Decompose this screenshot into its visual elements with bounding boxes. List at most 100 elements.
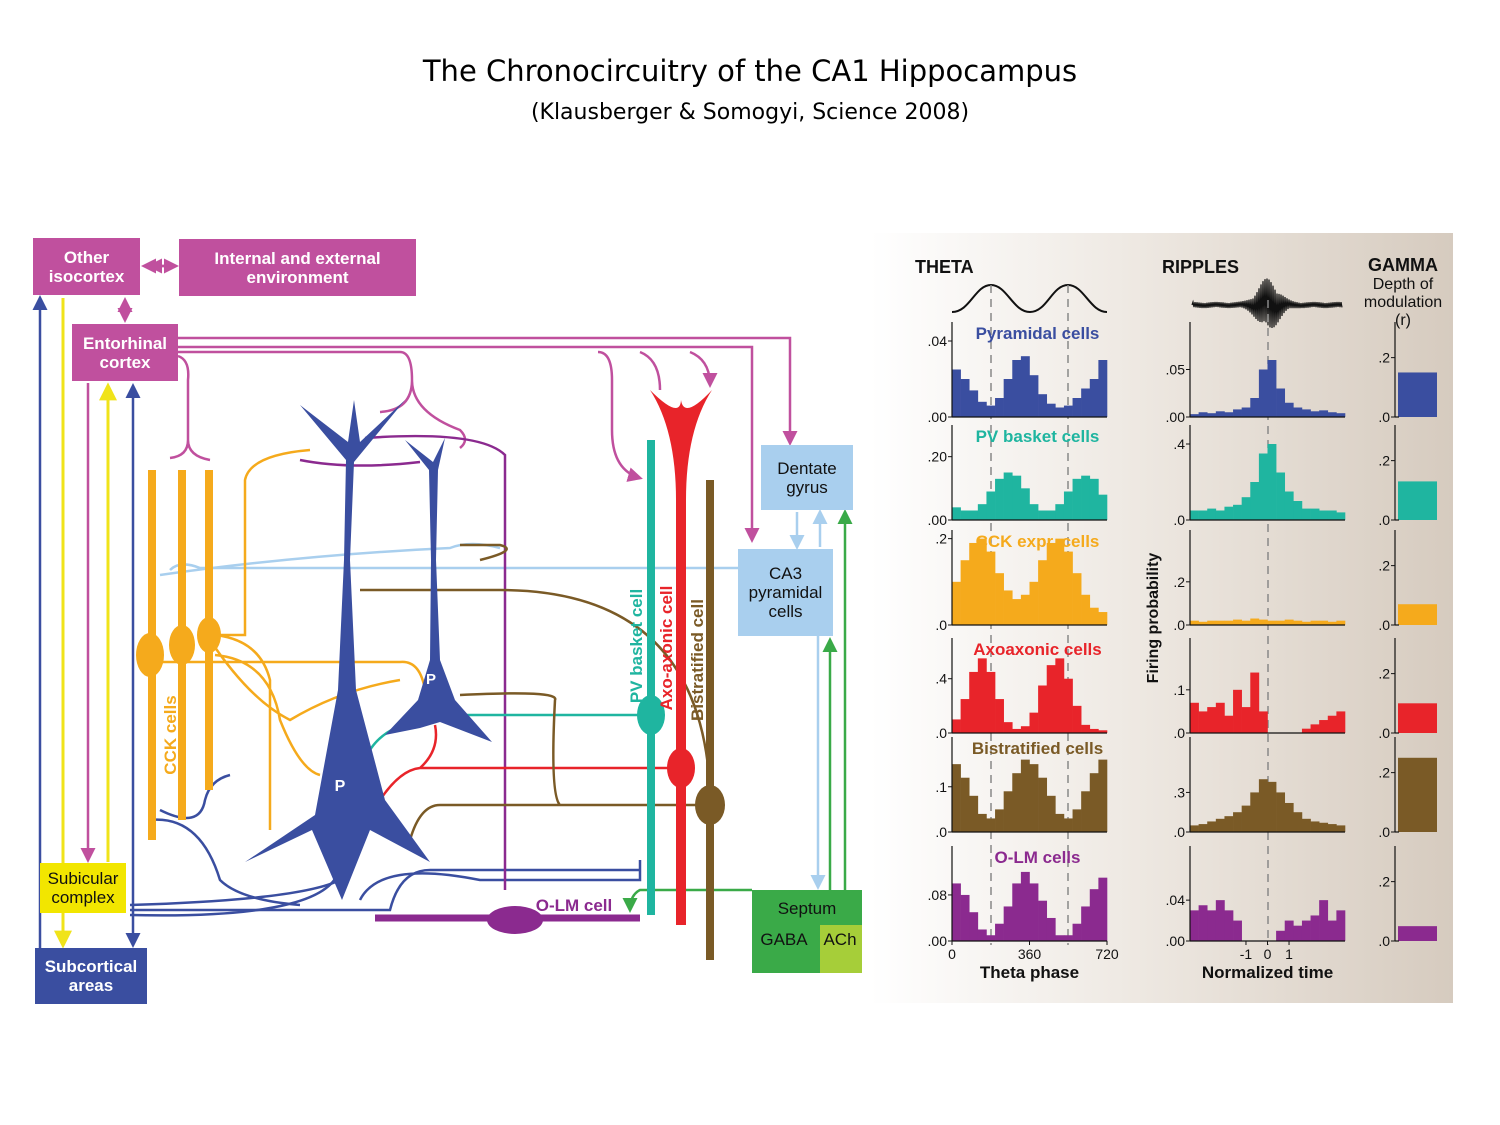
- bistratified-soma: [695, 785, 725, 825]
- septal-axon: [622, 888, 752, 913]
- cell-label: PV basket cell: [627, 589, 646, 703]
- histogram-bar: [1046, 795, 1056, 832]
- y-tick-label: .0: [1173, 725, 1185, 741]
- histogram-bar: [1207, 910, 1217, 941]
- histogram-bar: [1038, 777, 1048, 832]
- histogram-bar: [1055, 658, 1065, 733]
- histogram-bar: [1020, 759, 1030, 832]
- histogram-bar: [1072, 809, 1082, 832]
- y-tick-label: .0: [1173, 824, 1185, 840]
- histogram-bar: [1038, 900, 1048, 941]
- box: CA3 pyramidal cells: [738, 549, 833, 636]
- histogram-bar: [969, 542, 979, 625]
- histogram-bar: [1055, 538, 1065, 625]
- histogram-bar: [1215, 411, 1225, 417]
- column-subheader: Depth of modulation (r): [1363, 276, 1443, 329]
- panel-title: Bistratified cells: [972, 739, 1103, 758]
- histogram-bar: [1258, 453, 1268, 520]
- histogram-bar: [1267, 360, 1277, 417]
- bar: [1398, 372, 1437, 417]
- theta-wave: [951, 283, 1108, 314]
- histogram-bar: [960, 699, 970, 733]
- y-tick-label: .20: [928, 449, 948, 465]
- histogram-bar: [1327, 920, 1337, 941]
- histogram-bar: [1198, 824, 1208, 832]
- panel-title: PV basket cells: [976, 427, 1100, 446]
- cell-label: O-LM cell: [536, 896, 613, 915]
- histogram-bar: [1310, 821, 1320, 832]
- histogram-bar: [1224, 816, 1234, 832]
- histogram-bar: [1038, 510, 1048, 520]
- histogram-bar: [952, 581, 961, 625]
- histogram-bar: [1310, 508, 1320, 520]
- slide-title: The Chronocircuitry of the CA1 Hippocamp…: [422, 54, 1078, 88]
- cell-label: P: [335, 778, 346, 795]
- box: Subcortical areas: [35, 948, 147, 1004]
- histogram-bar: [960, 379, 970, 417]
- histogram-bar: [1207, 821, 1217, 832]
- histogram-bar: [1301, 818, 1311, 832]
- histogram-bar: [977, 538, 987, 625]
- histogram-bar: [995, 809, 1004, 832]
- histogram-bar: [1276, 930, 1286, 941]
- histogram-bar: [1003, 590, 1013, 625]
- histogram-bar: [986, 818, 996, 832]
- histogram-bar: [1241, 620, 1251, 625]
- histogram-bar: [1072, 923, 1082, 941]
- histogram-bar: [1336, 910, 1346, 941]
- histogram-bar: [1267, 444, 1277, 520]
- histogram-bar: [1319, 900, 1329, 941]
- histogram-bar: [1224, 620, 1234, 625]
- histogram-bar: [1293, 812, 1303, 832]
- y-tick-label: .0: [1378, 512, 1390, 528]
- cck-soma: [169, 625, 195, 665]
- histogram-bar: [1327, 824, 1337, 832]
- y-tick-label: .0: [935, 617, 947, 633]
- histogram-bar: [1089, 889, 1099, 941]
- box: Internal and external environment: [179, 239, 416, 296]
- histogram-bar: [1258, 711, 1268, 733]
- histogram-bar: [1063, 551, 1073, 625]
- ec-path: [597, 350, 643, 482]
- histogram-bar: [986, 491, 996, 520]
- y-tick-label: .2: [1378, 666, 1390, 682]
- x-tick-label: 0: [1264, 946, 1272, 962]
- histogram-bar: [1190, 702, 1199, 733]
- histogram-bar: [1319, 620, 1329, 625]
- histogram-bar: [1029, 712, 1039, 733]
- histogram-bar: [1293, 925, 1303, 941]
- y-tick-label: .2: [1378, 350, 1390, 366]
- histogram-bar: [1012, 728, 1022, 733]
- histogram-bar: [1029, 581, 1039, 625]
- histogram-bar: [1327, 715, 1337, 733]
- histogram-bar: [1098, 494, 1108, 520]
- histogram-bar: [977, 658, 987, 733]
- histogram-bar: [1293, 501, 1303, 520]
- histogram-bar: [1063, 678, 1073, 733]
- histogram-bar: [1038, 560, 1048, 625]
- histogram-bar: [1233, 619, 1242, 625]
- histogram-bar: [1284, 402, 1294, 417]
- histogram-bar: [1020, 871, 1030, 941]
- histogram-bar: [1276, 792, 1286, 832]
- histogram-bar: [1284, 920, 1294, 941]
- y-tick-label: .2: [1378, 453, 1390, 469]
- histogram-bar: [1190, 620, 1199, 625]
- histogram-bar: [1233, 689, 1242, 733]
- histogram-bar: [1081, 906, 1091, 941]
- histogram-bar: [1198, 711, 1208, 733]
- histogram-bar: [1003, 472, 1013, 520]
- histogram-bar: [986, 551, 996, 625]
- histogram-bar: [1046, 403, 1056, 417]
- histogram-bar: [1224, 506, 1234, 520]
- y-tick-label: .0: [1378, 725, 1390, 741]
- histogram-bar: [1276, 620, 1286, 625]
- cell-label: Axo-axonic cell: [657, 586, 676, 711]
- histogram-bar: [1198, 510, 1208, 520]
- histogram-bar: [1081, 724, 1091, 733]
- projections: [32, 266, 853, 949]
- pyr-axon: [129, 868, 640, 912]
- histogram-bar: [1207, 508, 1217, 520]
- olm-soma: [487, 906, 543, 934]
- histogram-bar: [1284, 491, 1294, 520]
